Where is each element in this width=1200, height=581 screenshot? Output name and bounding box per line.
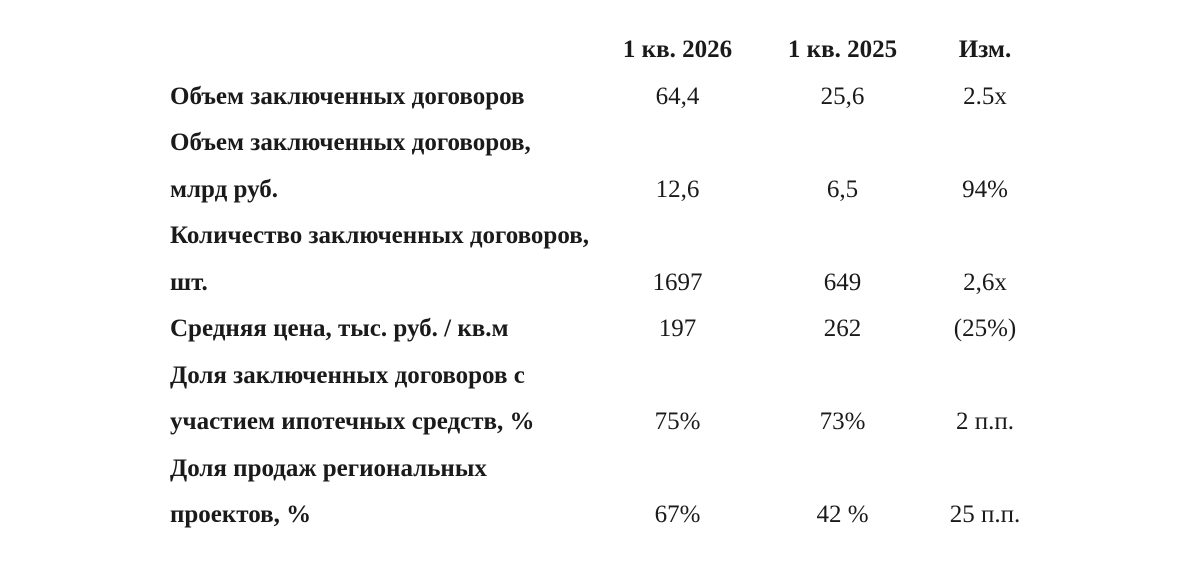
value-change: 25 п.п.: [949, 501, 1021, 528]
table-row: Количество заключенных договоров, шт. 16…: [170, 213, 1040, 306]
value-q1-2026: 67%: [654, 501, 701, 528]
table-row: Объем заключенных договоров, млрд руб. 1…: [170, 120, 1040, 213]
row-label-contract-count: Количество заключенных договоров, шт.: [170, 222, 589, 296]
table-row: Доля продаж региональных проектов, % 67%…: [170, 446, 1040, 539]
value-q1-2025: 6,5: [826, 175, 859, 203]
value-q1-2025: 42 %: [816, 501, 869, 528]
value-change: 2 п.п.: [955, 408, 1014, 435]
value-q1-2025: 73%: [819, 408, 866, 435]
value-q1-2026: 1697: [652, 268, 703, 296]
value-q1-2026: 64,4: [655, 82, 700, 110]
table-row: Объем заключенных договоров 64,4 25,6 2.…: [170, 74, 1040, 121]
value-q1-2026: 197: [658, 315, 697, 342]
value-q1-2026: 75%: [654, 408, 701, 435]
value-q1-2025: 262: [823, 315, 862, 342]
metric-column-header: [170, 27, 600, 74]
sales-metrics-table: 1 кв. 2026 1 кв. 2025 Изм. Объем заключе…: [170, 27, 1040, 539]
row-label-contract-volume-rub: Объем заключенных договоров, млрд руб.: [170, 129, 531, 203]
table-row: Доля заключенных договоров с участием ип…: [170, 353, 1040, 446]
value-change: (25%): [953, 315, 1017, 342]
header-row: 1 кв. 2026 1 кв. 2025 Изм.: [170, 27, 1040, 74]
value-q1-2026: 12,6: [655, 175, 700, 203]
value-q1-2025: 25,6: [820, 82, 865, 110]
value-change: 94%: [962, 175, 1008, 203]
value-change: 2.5x: [963, 82, 1007, 110]
column-header-change: Изм.: [958, 36, 1012, 63]
row-label-mortgage-share: Доля заключенных договоров с участием ип…: [170, 361, 535, 436]
value-q1-2025: 649: [823, 268, 862, 296]
column-header-q1-2025: 1 кв. 2025: [787, 36, 898, 63]
value-change: 2,6x: [963, 268, 1007, 296]
column-header-q1-2026: 1 кв. 2026: [622, 36, 733, 63]
row-label-contract-volume: Объем заключенных договоров: [170, 82, 525, 110]
table-row: Средняя цена, тыс. руб. / кв.м 197 262 (…: [170, 306, 1040, 353]
row-label-average-price: Средняя цена, тыс. руб. / кв.м: [170, 315, 509, 342]
row-label-regional-share: Доля продаж региональных проектов, %: [170, 454, 487, 529]
